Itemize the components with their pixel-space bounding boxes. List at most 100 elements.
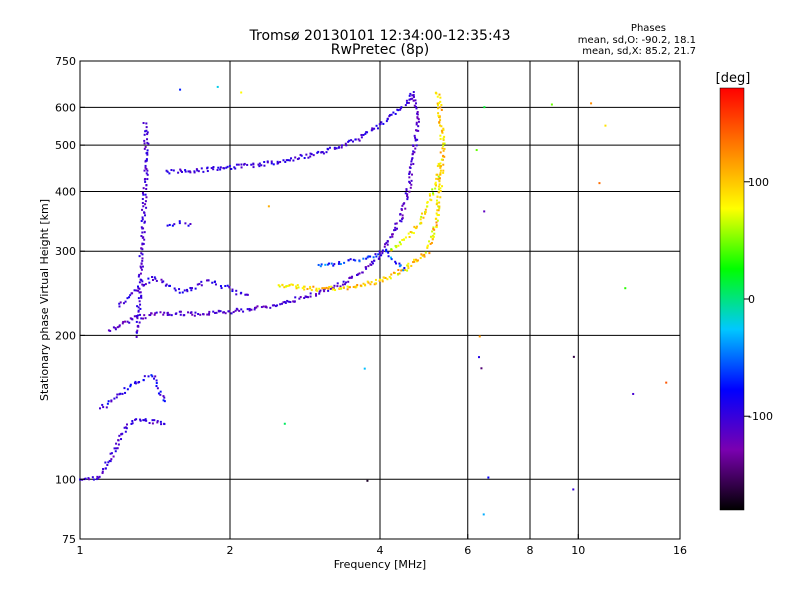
data-point xyxy=(424,211,427,214)
data-point xyxy=(88,478,91,481)
data-point xyxy=(146,169,149,172)
data-point xyxy=(174,289,177,292)
data-point xyxy=(140,226,143,229)
data-point xyxy=(234,167,237,170)
data-point xyxy=(256,305,259,308)
x-tick-label: 8 xyxy=(527,544,534,557)
y-tick-label: 750 xyxy=(55,55,76,68)
data-point xyxy=(318,290,321,293)
data-point xyxy=(224,312,227,315)
data-point xyxy=(263,164,266,167)
data-point xyxy=(144,164,147,167)
data-point xyxy=(97,476,100,479)
data-point xyxy=(138,300,141,303)
data-point xyxy=(411,231,414,234)
data-point xyxy=(279,160,282,163)
data-point xyxy=(142,378,145,381)
y-tick-label: 200 xyxy=(55,329,76,342)
colorbar-ticks: 100 0 -100 xyxy=(744,176,773,423)
data-point xyxy=(290,157,293,160)
data-point xyxy=(258,165,261,168)
data-point xyxy=(231,288,234,291)
data-point xyxy=(184,169,187,172)
data-point xyxy=(122,302,125,305)
data-point xyxy=(393,229,396,232)
data-point xyxy=(416,111,419,114)
data-point xyxy=(390,113,393,116)
data-point xyxy=(193,171,196,174)
data-point xyxy=(409,92,412,95)
data-point xyxy=(414,99,417,102)
data-point xyxy=(436,95,439,98)
data-point xyxy=(206,170,209,173)
data-point xyxy=(151,279,154,282)
data-point xyxy=(401,238,404,241)
data-point xyxy=(442,137,445,140)
x-tick-label: 16 xyxy=(673,544,687,557)
data-point xyxy=(412,144,415,147)
data-point xyxy=(178,288,181,291)
data-point xyxy=(143,238,146,241)
data-point xyxy=(142,187,145,190)
data-point xyxy=(395,262,398,265)
data-point xyxy=(303,297,306,300)
data-point xyxy=(390,273,393,276)
data-point xyxy=(437,209,440,212)
data-point xyxy=(139,418,142,421)
data-point xyxy=(442,169,445,172)
data-point xyxy=(383,245,386,248)
data-point xyxy=(195,168,198,171)
data-point xyxy=(392,111,395,114)
data-point xyxy=(303,285,306,288)
data-point xyxy=(388,114,391,117)
data-point xyxy=(420,253,423,256)
data-point xyxy=(227,310,230,313)
y-tick-label: 500 xyxy=(55,139,76,152)
data-point xyxy=(141,236,144,239)
data-point xyxy=(277,161,280,164)
data-point xyxy=(202,313,205,316)
data-point xyxy=(260,164,263,167)
data-point xyxy=(199,313,202,316)
data-point xyxy=(109,460,112,463)
data-point xyxy=(327,289,330,292)
data-point xyxy=(414,102,417,105)
data-point xyxy=(370,263,373,266)
data-point xyxy=(145,196,148,199)
data-point xyxy=(406,101,409,104)
data-point xyxy=(411,173,414,176)
data-point xyxy=(136,305,139,308)
data-point xyxy=(200,284,203,287)
data-point xyxy=(358,272,361,275)
data-point xyxy=(439,171,442,174)
data-point xyxy=(191,287,194,290)
data-point xyxy=(325,151,328,154)
data-point xyxy=(317,150,320,153)
data-point xyxy=(139,272,142,275)
data-point xyxy=(333,263,336,266)
data-point xyxy=(144,180,147,183)
data-point xyxy=(420,212,423,215)
data-point xyxy=(230,312,233,315)
data-point xyxy=(415,107,418,110)
data-point xyxy=(435,224,438,227)
data-point xyxy=(163,423,166,426)
data-point xyxy=(347,286,350,289)
data-point xyxy=(413,258,416,261)
data-point xyxy=(357,273,360,276)
data-point xyxy=(325,286,328,289)
data-point xyxy=(300,154,303,157)
data-point xyxy=(346,285,349,288)
y-axis-ticks: 75 100 200 300 400 500 600 750 xyxy=(55,55,85,546)
data-point xyxy=(99,407,102,410)
data-point xyxy=(378,250,381,253)
data-point xyxy=(436,214,439,217)
data-point xyxy=(344,142,347,145)
data-point xyxy=(159,390,162,393)
data-point xyxy=(328,285,331,288)
data-point xyxy=(403,202,406,205)
data-point xyxy=(115,447,118,450)
data-point xyxy=(340,146,343,149)
data-point xyxy=(624,287,627,290)
data-point xyxy=(190,289,193,292)
